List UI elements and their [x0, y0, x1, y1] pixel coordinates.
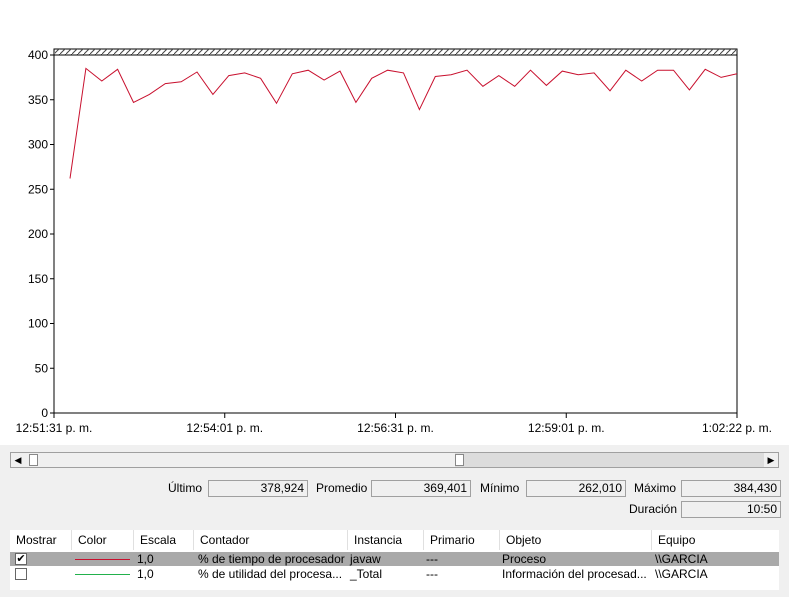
legend-header: Mostrar Color Escala Contador Instancia … — [10, 530, 779, 550]
y-tick-label: 350 — [28, 93, 48, 107]
scrollbar-end-handle[interactable] — [455, 454, 464, 466]
escala-cell: 1,0 — [137, 552, 154, 566]
escala-cell: 1,0 — [137, 567, 154, 581]
maximo-label: Máximo — [634, 481, 677, 495]
header-color[interactable]: Color — [72, 530, 134, 550]
color-swatch — [75, 574, 130, 575]
x-tick-label: 12:59:01 p. m. — [528, 421, 605, 435]
color-swatch — [75, 559, 130, 560]
counter-legend-table: Mostrar Color Escala Contador Instancia … — [10, 530, 779, 590]
x-tick-label: 12:56:31 p. m. — [357, 421, 434, 435]
ultimo-value: 378,924 — [208, 480, 308, 497]
series-layer — [69, 67, 738, 179]
primario-cell: --- — [426, 567, 438, 581]
header-objeto[interactable]: Objeto — [500, 530, 652, 550]
equipo-cell: \\GARCIA — [655, 552, 708, 566]
y-tick-label: 300 — [28, 138, 48, 152]
contador-cell: % de tiempo de procesador — [198, 552, 345, 566]
x-tick-label: 1:02:22 p. m. — [702, 421, 772, 435]
minimo-value: 262,010 — [526, 480, 626, 497]
header-mostrar[interactable]: Mostrar — [10, 530, 72, 550]
plot-frame — [53, 48, 738, 414]
y-tick-label: 250 — [28, 182, 48, 196]
y-tick-label: 200 — [28, 227, 48, 241]
scrollbar-track[interactable] — [25, 453, 455, 467]
promedio-label: Promedio — [316, 481, 368, 495]
x-tick-label: 12:51:31 p. m. — [16, 421, 93, 435]
y-tick-label: 50 — [35, 361, 49, 375]
statistics-panel: Último 378,924 Promedio 369,401 Mínimo 2… — [0, 478, 789, 522]
instancia-cell: javaw — [350, 552, 381, 566]
show-checkbox[interactable] — [15, 568, 27, 580]
y-tick-label: 0 — [41, 406, 48, 420]
y-tick-label: 100 — [28, 317, 48, 331]
show-checkbox[interactable]: ✔ — [15, 553, 27, 565]
primario-cell: --- — [426, 552, 438, 566]
header-contador[interactable]: Contador — [194, 530, 348, 550]
maximo-value: 384,430 — [681, 480, 781, 497]
time-scrollbar[interactable]: ◀ ▶ — [10, 452, 779, 468]
promedio-value: 369,401 — [371, 480, 471, 497]
objeto-cell: Información del procesad... — [502, 567, 647, 581]
series-line-processor-time — [69, 67, 738, 179]
x-tick-label: 12:54:01 p. m. — [186, 421, 263, 435]
header-equipo[interactable]: Equipo — [658, 533, 696, 547]
minimo-label: Mínimo — [480, 481, 520, 495]
y-tick-label: 400 — [28, 48, 48, 62]
header-escala[interactable]: Escala — [134, 530, 194, 550]
y-axis: 0 50 100 150 200 250 300 350 400 — [28, 48, 54, 420]
scrollbar-start-handle[interactable] — [29, 454, 38, 466]
scroll-right-icon[interactable]: ▶ — [764, 453, 778, 467]
header-instancia[interactable]: Instancia — [348, 530, 424, 550]
duracion-value: 10:50 — [681, 501, 781, 518]
contador-cell: % de utilidad del procesa... — [198, 567, 343, 581]
y-tick-label: 150 — [28, 272, 48, 286]
performance-chart: 0 50 100 150 200 250 300 350 400 12:51:31 p. m. 1… — [0, 0, 789, 445]
duracion-label: Duración — [629, 502, 678, 516]
x-axis: 12:51:31 p. m. 12:54:01 p. m. 12:56:31 p. … — [16, 413, 772, 435]
overflow-hatch — [55, 49, 736, 55]
scroll-left-icon[interactable]: ◀ — [11, 453, 25, 467]
equipo-cell: \\GARCIA — [655, 567, 708, 581]
legend-row[interactable]: 1,0 % de utilidad del procesa... _Total … — [10, 567, 779, 581]
legend-row[interactable]: ✔ 1,0 % de tiempo de procesador javaw --… — [10, 552, 779, 566]
ultimo-label: Último — [168, 481, 203, 495]
instancia-cell: _Total — [350, 567, 383, 581]
header-primario[interactable]: Primario — [424, 530, 500, 550]
objeto-cell: Proceso — [502, 552, 547, 566]
